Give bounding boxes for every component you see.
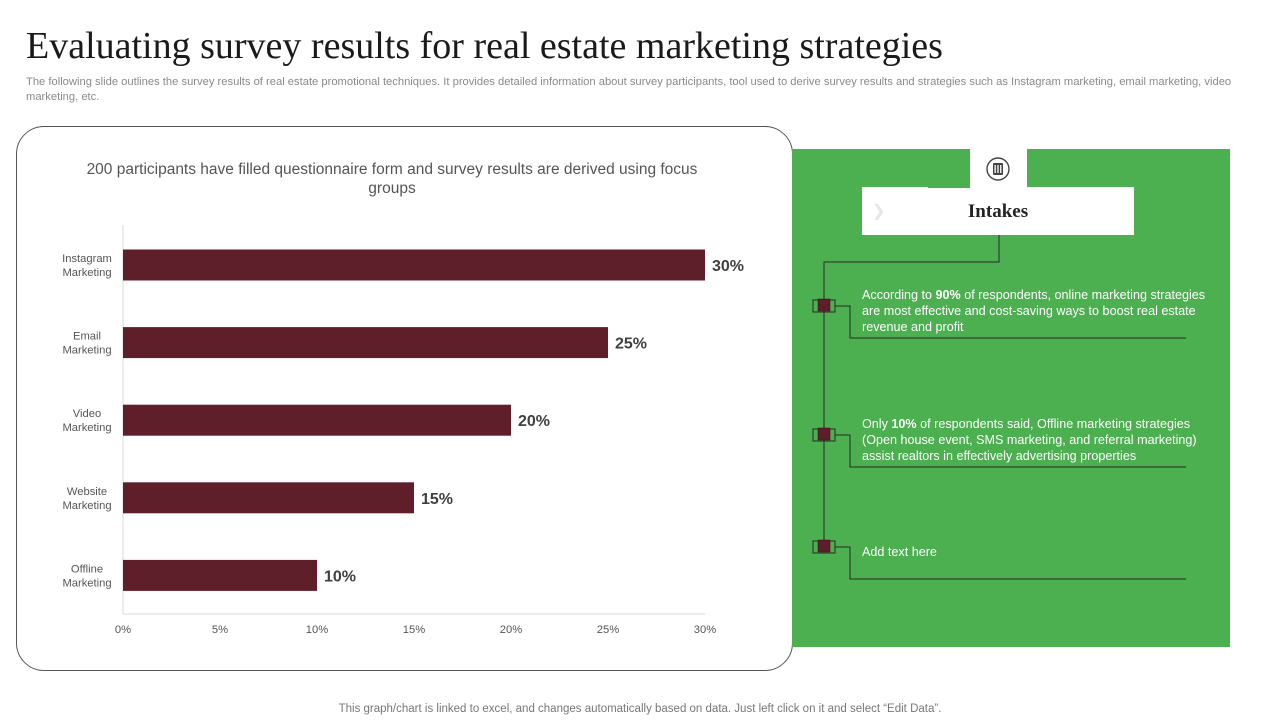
category-label-line: Offline (71, 563, 103, 575)
intakes-connectors (812, 235, 1186, 580)
icon-tab (970, 149, 1027, 189)
item-marker (817, 298, 831, 312)
category-label: Offline Marketing (62, 563, 111, 589)
header-notch (928, 177, 970, 188)
category-label-line: Marketing (62, 500, 111, 512)
x-tick-label: 20% (500, 624, 522, 636)
x-tick-label: 10% (306, 624, 328, 636)
x-tick-label: 15% (403, 624, 425, 636)
item-marker (817, 539, 831, 553)
bar (123, 327, 608, 359)
intakes-header: ❯ Intakes (862, 187, 1134, 235)
category-label: Video Marketing (62, 408, 111, 434)
x-tick-label: 5% (212, 624, 228, 636)
bar-value-label: 25% (615, 336, 647, 353)
intake-item-1-post: of respondents, online marketing strateg… (862, 288, 1206, 334)
timeline-connector (823, 235, 1000, 547)
intakes-panel: ❯ Intakes According to 90% of respondent… (792, 149, 1230, 647)
category-label-line: Marketing (62, 422, 111, 434)
intakes-title: Intakes (967, 201, 1029, 222)
bar (123, 404, 511, 436)
bar-value-label: 15% (421, 491, 453, 508)
intake-item-2-pre: Only (862, 417, 892, 431)
category-label-line: Website (67, 486, 107, 498)
bar-value-label: 10% (324, 568, 356, 585)
intake-item-2-post: of respondents said, Offline marketing s… (862, 417, 1197, 463)
category-label: Instagram Marketing (62, 253, 112, 279)
intake-item-1: According to 90% of respondents, online … (862, 287, 1218, 335)
item-marker (817, 427, 831, 441)
intake-item-2: Only 10% of respondents said, Offline ma… (862, 416, 1218, 464)
intake-item-1-highlight: 90% (935, 288, 961, 302)
x-tick-label: 30% (694, 624, 716, 636)
chart-caption: 200 participants have filled questionnai… (86, 161, 698, 197)
intake-item-3: Add text here (862, 544, 1218, 560)
intake-item-1-pre: According to (862, 288, 936, 302)
footer-note: This graph/chart is linked to excel, and… (338, 703, 942, 715)
category-label: Email Marketing (62, 331, 111, 357)
bar-value-label: 30% (712, 258, 744, 275)
category-label-line: Marketing (62, 267, 111, 279)
server-icon (986, 157, 1010, 181)
category-label-line: Video (73, 408, 101, 420)
category-label-line: Marketing (62, 577, 111, 589)
item-underline (835, 305, 1186, 339)
chevron-right-icon: ❯ (872, 203, 886, 220)
category-label-line: Email (73, 331, 101, 343)
page-subtitle: The following slide outlines the survey … (26, 76, 1232, 103)
bar (123, 482, 414, 514)
intake-item-2-highlight: 10% (891, 417, 917, 431)
bar-value-label: 20% (518, 413, 550, 430)
x-tick-label: 25% (597, 624, 619, 636)
chart-card: 200 participants have filled questionnai… (16, 126, 793, 671)
intake-item-3-pre: Add text here (862, 545, 937, 559)
category-label-line: Instagram (62, 253, 112, 265)
page-title: Evaluating survey results for real estat… (26, 25, 943, 67)
category-label: Website Marketing (62, 486, 111, 512)
bar (123, 249, 705, 281)
bar (123, 559, 317, 591)
bar-chart: 30% Instagram Marketing 25% Email Marketing 20… (62, 225, 744, 636)
item-underline (835, 546, 1186, 580)
x-tick-label: 0% (115, 624, 131, 636)
item-underline (835, 434, 1186, 468)
category-label-line: Marketing (62, 345, 111, 357)
